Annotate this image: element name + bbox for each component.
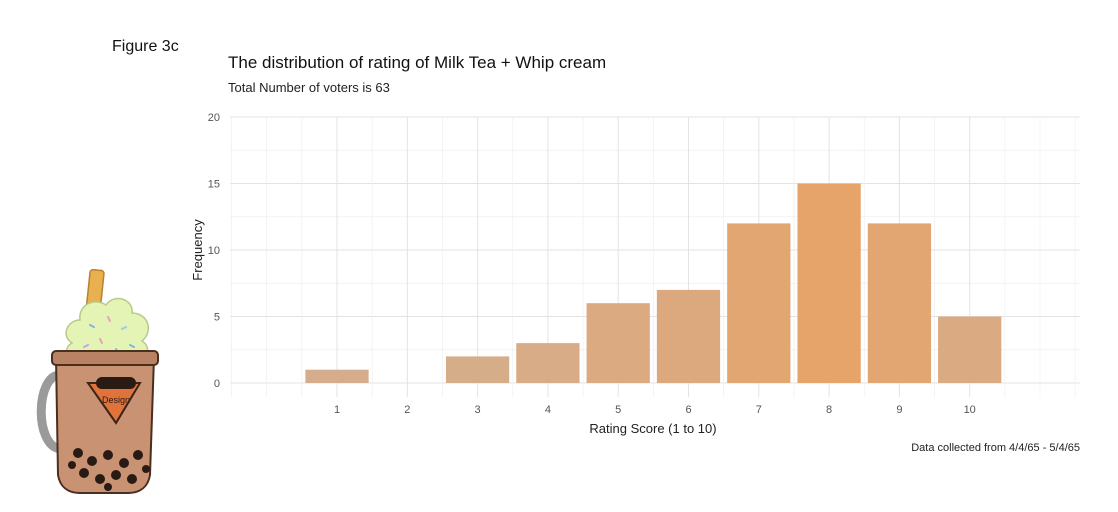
x-tick-label: 4 [545,404,551,416]
x-axis-label: Rating Score (1 to 10) [589,421,716,436]
x-tick-label: 10 [964,404,976,416]
x-tick-label: 7 [756,404,762,416]
x-tick-label: 3 [475,404,481,416]
x-tick-label: 1 [334,404,340,416]
y-tick-label: 0 [214,378,220,390]
tapioca-pearls [68,448,150,491]
bar-9 [867,223,932,383]
bar-5 [586,303,650,383]
bar-4 [516,343,580,383]
x-tick-label: 6 [685,404,691,416]
figure-label: Figure 3c [112,38,179,55]
chart-title: The distribution of rating of Milk Tea +… [228,53,607,72]
y-tick-label: 20 [208,112,220,124]
x-tick-label: 9 [896,404,902,416]
x-tick-label: 8 [826,404,832,416]
y-tick-label: 15 [208,179,220,191]
bars [305,183,1002,383]
cup-rim [51,350,159,366]
bar-10 [938,316,1002,383]
y-tick-label: 5 [214,312,220,324]
bar-8 [797,183,861,383]
y-tick-label: 10 [208,245,220,257]
chart-subtitle: Total Number of voters is 63 [228,80,390,95]
milk-tea-logo: Design [36,268,159,494]
bar-7 [727,223,791,383]
x-tick-label: 2 [404,404,410,416]
y-tick-labels: 0 5 10 15 20 [208,112,220,390]
y-axis-label: Frequency [190,219,205,281]
bar-1 [305,369,369,383]
x-tick-label: 5 [615,404,621,416]
x-tick-labels: 1 2 3 4 5 6 7 8 9 10 [334,404,976,416]
cup-handle [36,370,65,454]
bar-6 [656,289,721,383]
logo-text: Design [102,395,130,405]
grid-lines [230,116,1080,397]
chart-caption: Data collected from 4/4/65 - 5/4/65 [911,442,1080,454]
bar-3 [445,356,510,383]
